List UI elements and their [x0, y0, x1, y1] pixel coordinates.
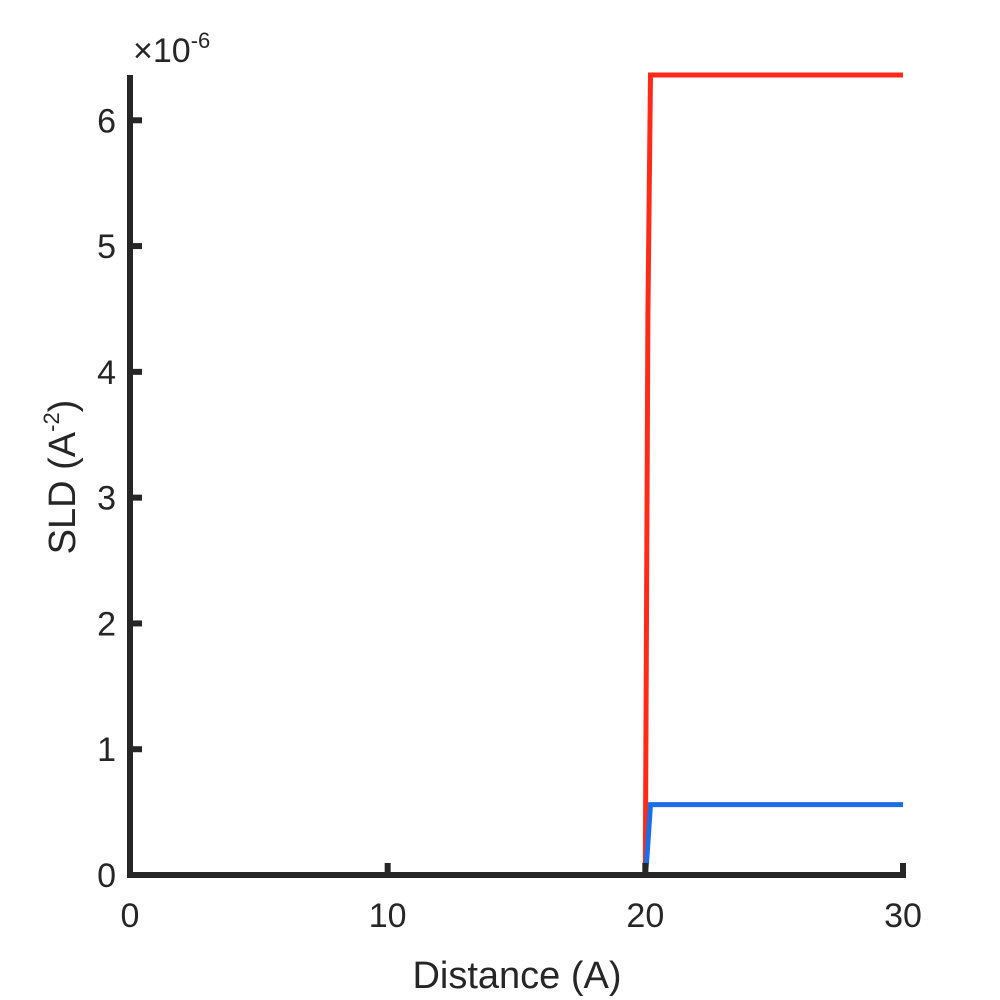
x-tick-label: 0 [121, 897, 140, 935]
series-line-1 [130, 72, 903, 878]
x-tick-label: 20 [626, 897, 664, 935]
axes-layer [127, 75, 906, 878]
y-tick-label: 4 [97, 354, 116, 392]
x-tick-label: 30 [884, 897, 922, 935]
y-exponent-label: ×10-6 [133, 28, 210, 70]
series-line-2 [130, 802, 903, 878]
y-tick-label: 3 [97, 480, 116, 518]
y-tick-label: 0 [97, 857, 116, 895]
ticks-layer: 0 10 20 30 0 1 2 3 4 5 6 [97, 102, 922, 935]
y-tick-label: 2 [97, 605, 116, 643]
x-tick-label: 10 [369, 897, 407, 935]
y-tick-label: 5 [97, 228, 116, 266]
y-tick-label: 1 [97, 731, 116, 769]
x-axis-label: Distance (A) [412, 955, 621, 997]
y-axis-label: SLD (A-2) [39, 400, 84, 555]
series-layer [130, 72, 903, 878]
y-tick-label: 6 [97, 102, 116, 140]
